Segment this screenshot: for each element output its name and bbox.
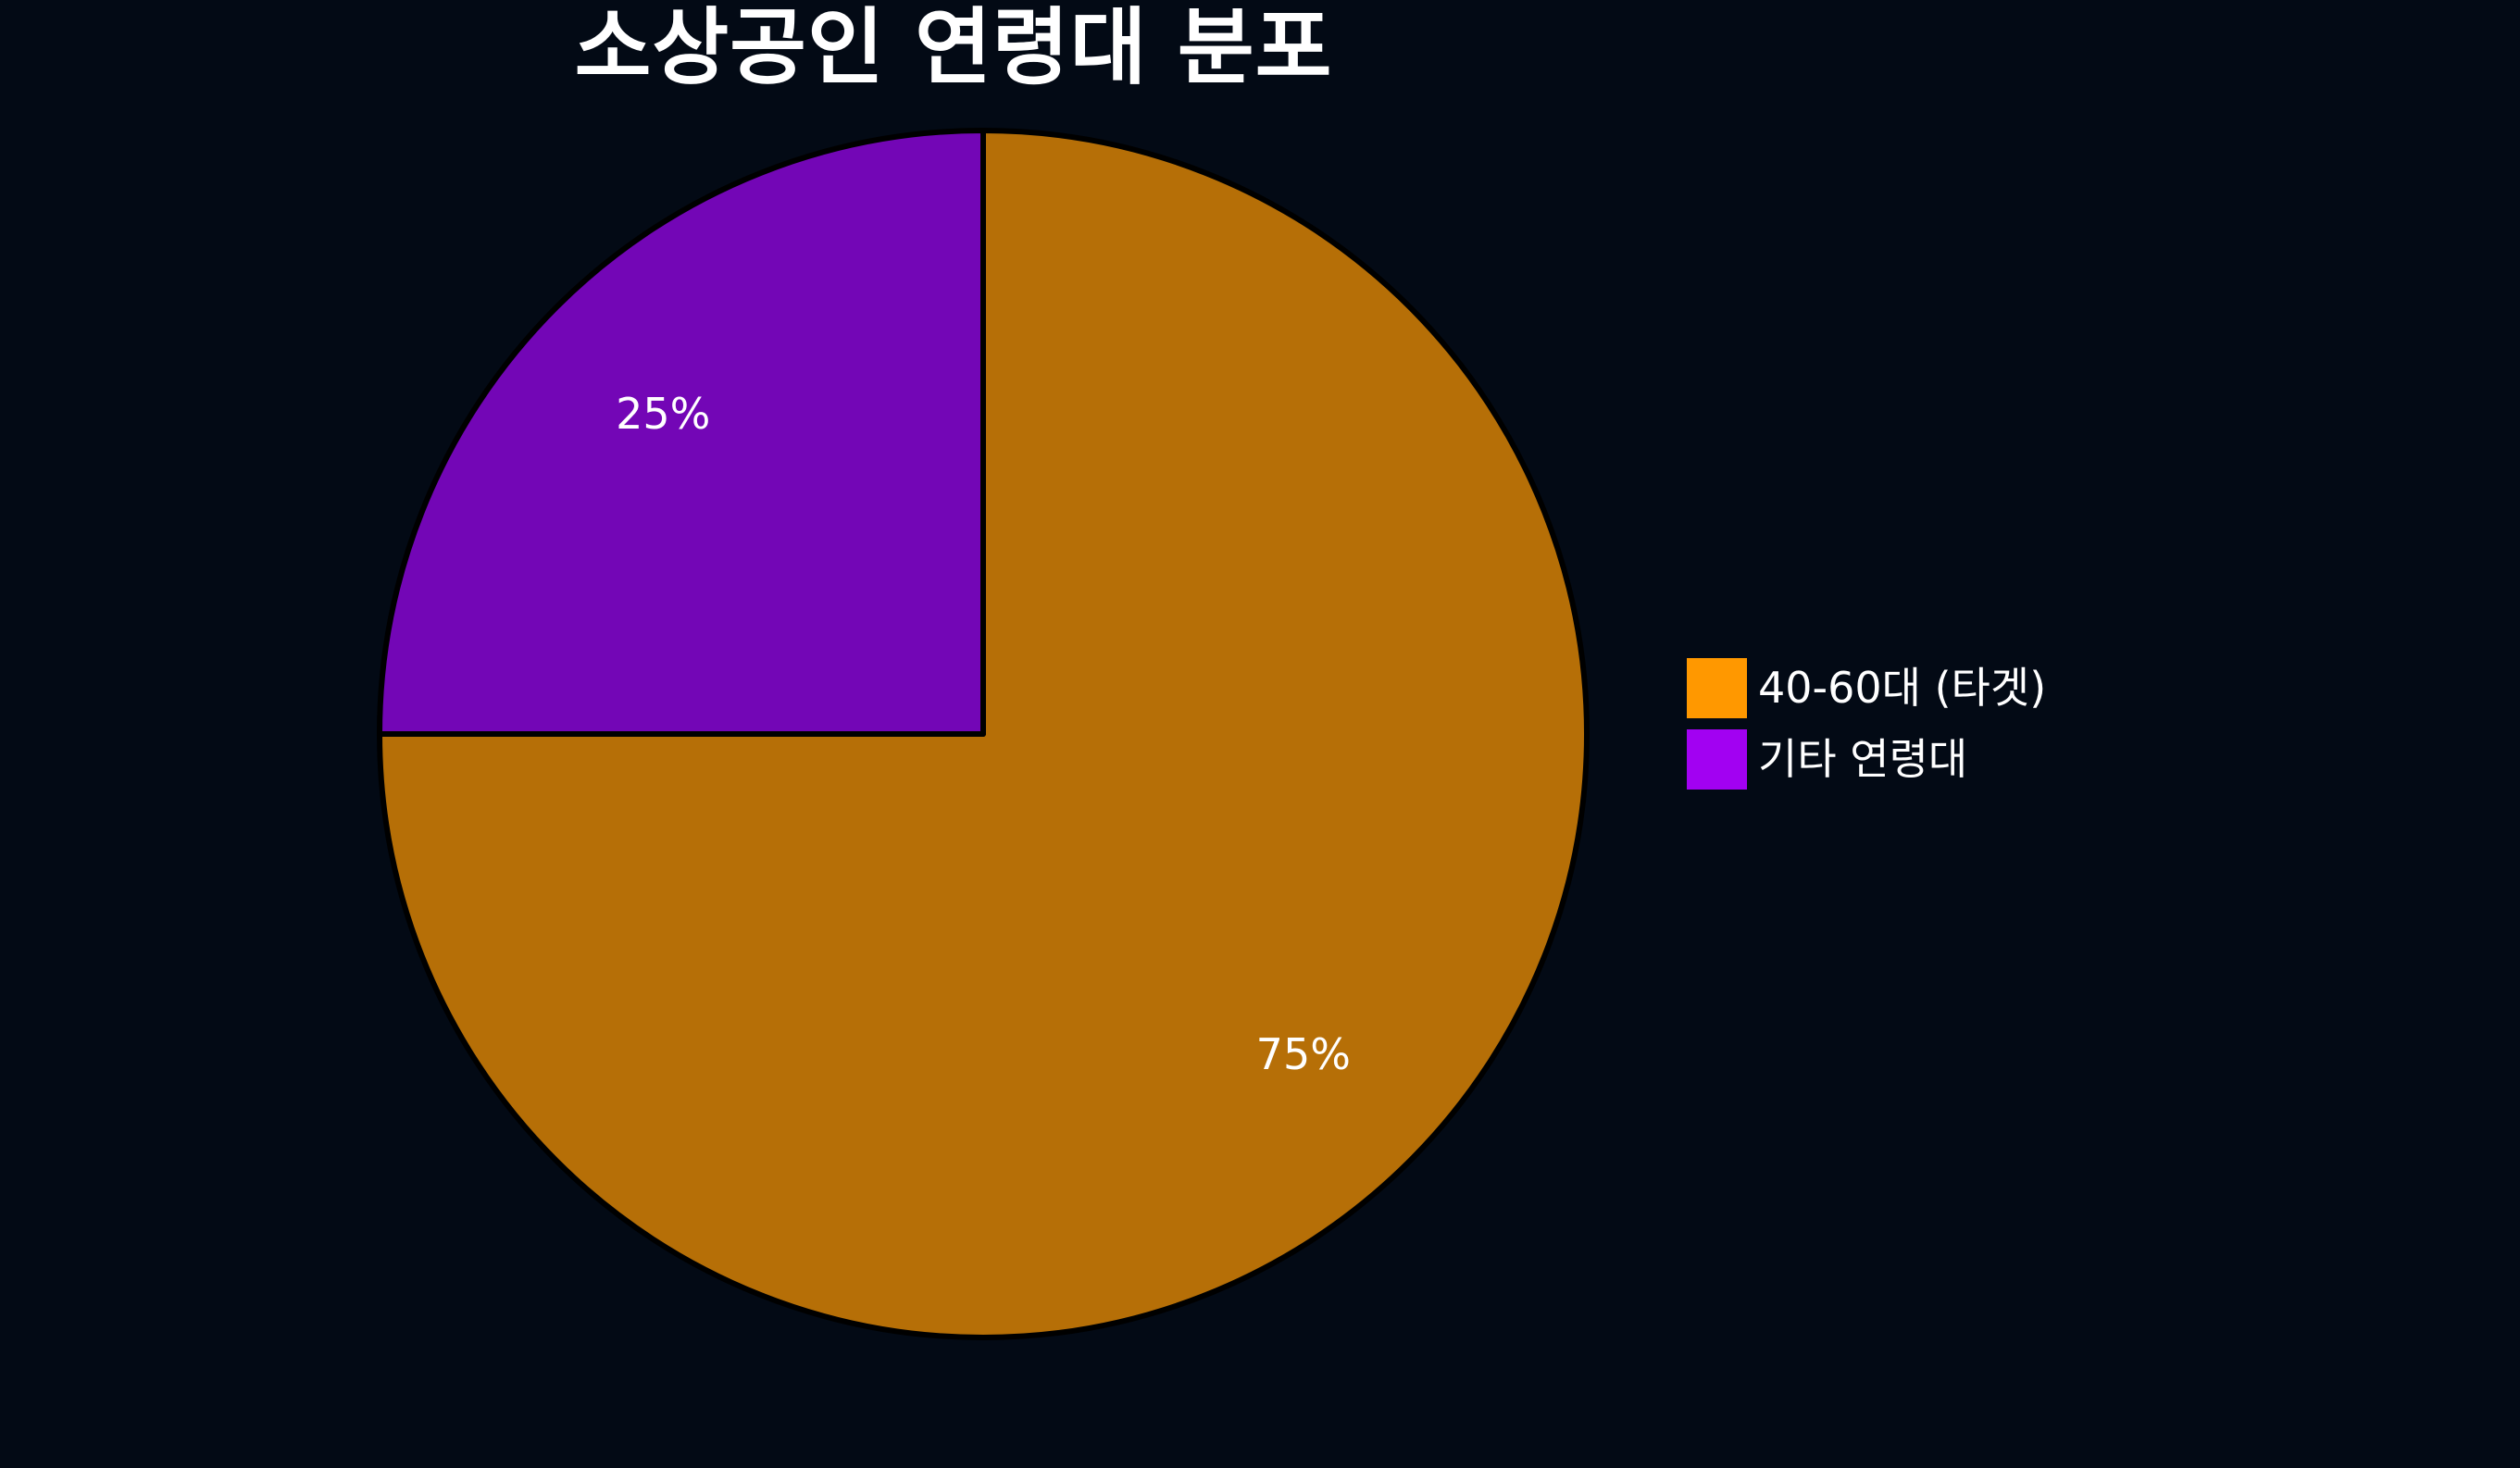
pie-slice-percent-label-0: 75% bbox=[1256, 1029, 1351, 1079]
legend-label-1: 기타 연령대 bbox=[1758, 734, 1968, 784]
legend-item-1: 기타 연령대 bbox=[1687, 729, 2046, 790]
pie-slice-percent-label-1: 25% bbox=[616, 389, 710, 439]
legend: 40-60대 (타겟) 기타 연령대 bbox=[1687, 658, 2046, 790]
legend-swatch-0 bbox=[1687, 658, 1747, 718]
legend-label-0: 40-60대 (타겟) bbox=[1758, 663, 2047, 713]
legend-item-0: 40-60대 (타겟) bbox=[1687, 658, 2046, 718]
pie-slice-1 bbox=[377, 128, 986, 737]
pie-slice-0 bbox=[377, 128, 1590, 1340]
chart-title: 소상공인 연령대 분포 bbox=[574, 0, 1333, 96]
legend-swatch-1 bbox=[1687, 729, 1747, 790]
